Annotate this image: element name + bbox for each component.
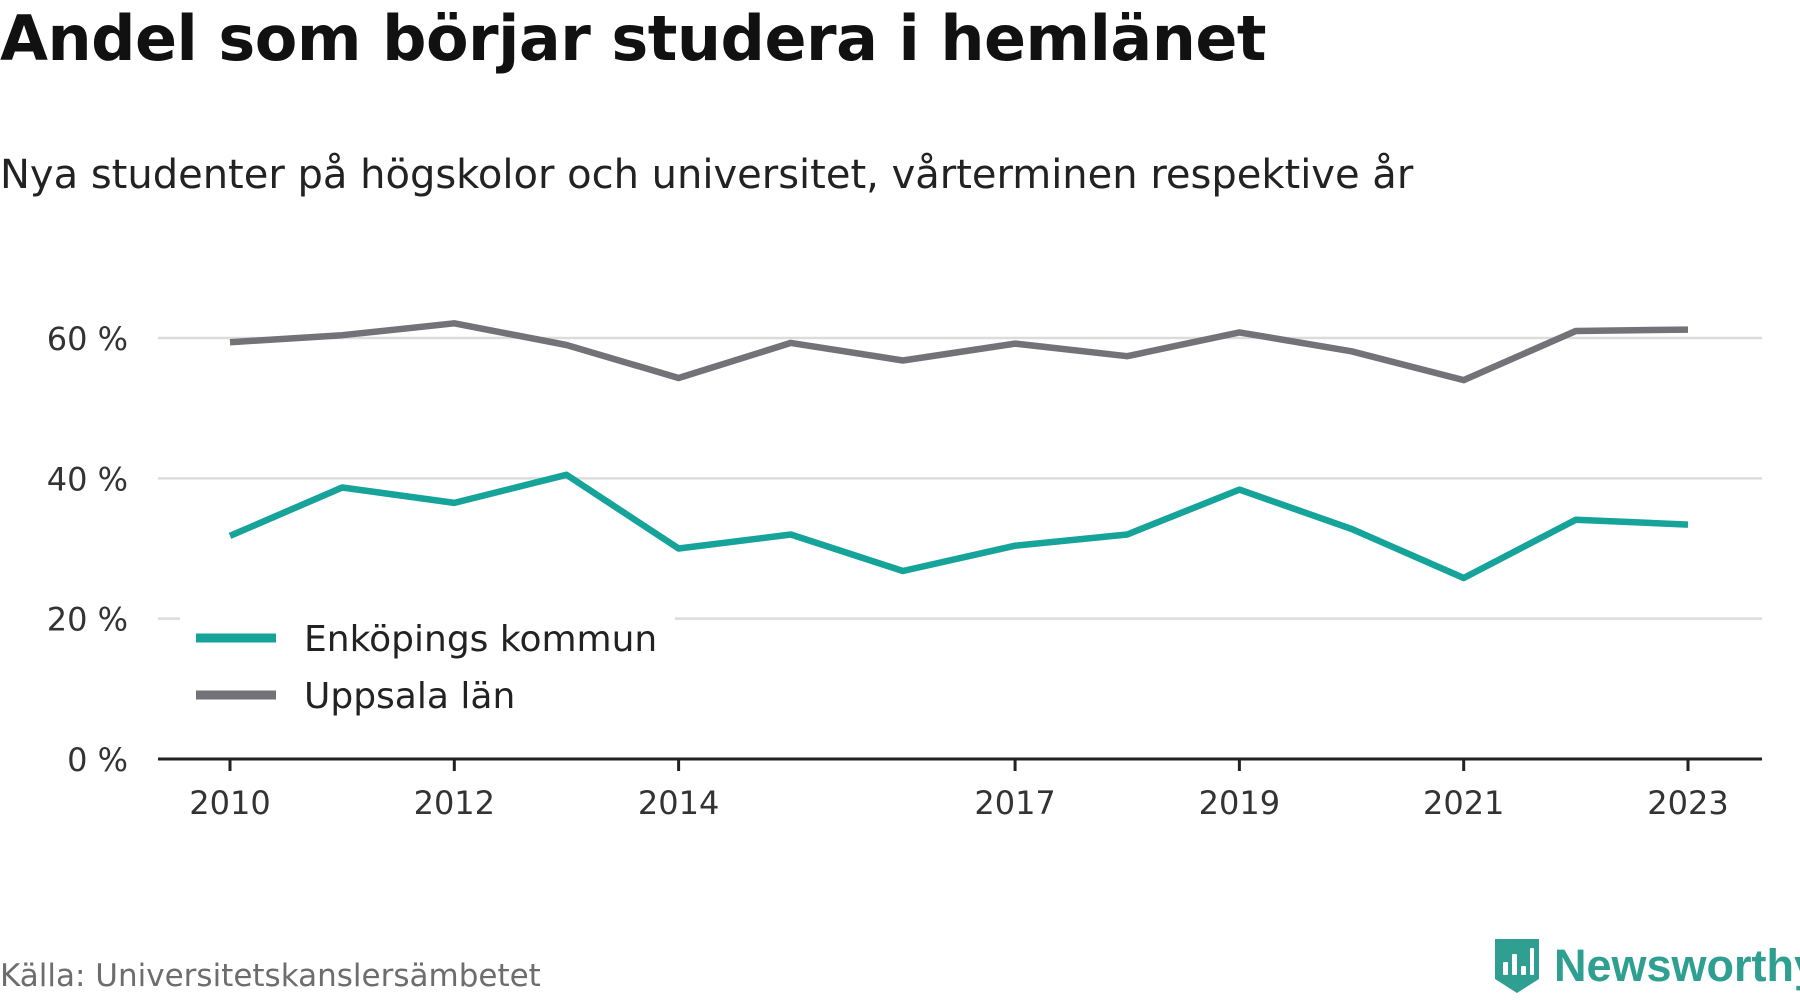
series-line-1 — [229, 320, 1689, 384]
y-tick-label: 20 % — [47, 601, 128, 639]
x-tick-label: 2017 — [974, 784, 1055, 822]
chart-title: Andel som börjar studera i hemlänet — [0, 2, 1267, 75]
chart-subtitle: Nya studenter på högskolor och universit… — [0, 152, 1414, 198]
y-tick-label: 40 % — [47, 460, 128, 498]
x-tick-label: 2010 — [189, 784, 270, 822]
x-tick-label: 2012 — [414, 784, 495, 822]
legend: Enköpings kommun Uppsala län — [180, 606, 675, 728]
x-tick-label: 2019 — [1199, 784, 1280, 822]
brand-logo: Newsworthy — [1492, 936, 1800, 996]
x-axis: 2010 2012 2014 2017 2019 2021 2023 — [158, 757, 1762, 822]
legend-label: Uppsala län — [304, 676, 515, 717]
y-axis-labels: 0 % 20 % 40 % 60 % — [47, 320, 128, 779]
gridlines — [158, 336, 1762, 620]
newsworthy-logo-icon — [1495, 939, 1539, 993]
y-tick-label: 0 % — [67, 741, 128, 779]
legend-label: Enköpings kommun — [304, 619, 657, 660]
x-tick-label: 2014 — [638, 784, 719, 822]
series-lines — [228, 320, 1689, 582]
legend-background — [180, 606, 675, 728]
x-tick-label: 2021 — [1423, 784, 1504, 822]
brand-name: Newsworthy — [1554, 940, 1800, 991]
x-tick-label: 2023 — [1647, 784, 1728, 822]
source-note: Källa: Universitetskanslersämbetet — [0, 958, 541, 994]
y-tick-label: 60 % — [47, 320, 128, 358]
series-line-0 — [228, 471, 1689, 582]
